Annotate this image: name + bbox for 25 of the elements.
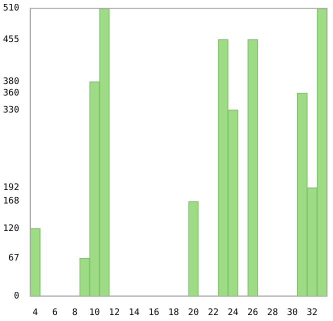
x-tick-label: 14: [128, 308, 140, 318]
x-tick-label: 30: [286, 308, 298, 318]
y-tick-label: 67: [8, 254, 20, 264]
x-tick-label: 4: [32, 308, 38, 318]
x-tick-label: 22: [208, 308, 219, 318]
x-tick-label: 26: [247, 308, 258, 318]
y-tick-label: 455: [2, 34, 20, 45]
x-tick-label: 20: [188, 308, 199, 318]
x-tick-label: 10: [89, 308, 100, 318]
x-tick-label: 24: [228, 308, 238, 318]
y-tick-label: 168: [2, 196, 20, 207]
y-tick-label: 120: [2, 224, 20, 234]
x-tick-label: 6: [52, 308, 58, 318]
y-tick-label: 0: [14, 292, 20, 302]
y-tick-label: 380: [2, 77, 20, 88]
y-tick-label: 330: [2, 105, 20, 116]
x-tick-label: 28: [267, 308, 278, 318]
x-tick-label: 12: [108, 308, 120, 318]
y-tick-label: 360: [2, 88, 20, 98]
x-tick-label: 8: [72, 308, 78, 318]
x-tick-label: 18: [168, 308, 180, 318]
y-tick-label: 510: [2, 4, 20, 14]
x-tick-label: 32: [306, 308, 318, 318]
x-tick-label: 16: [148, 308, 160, 318]
y-tick-label: 192: [2, 183, 20, 194]
